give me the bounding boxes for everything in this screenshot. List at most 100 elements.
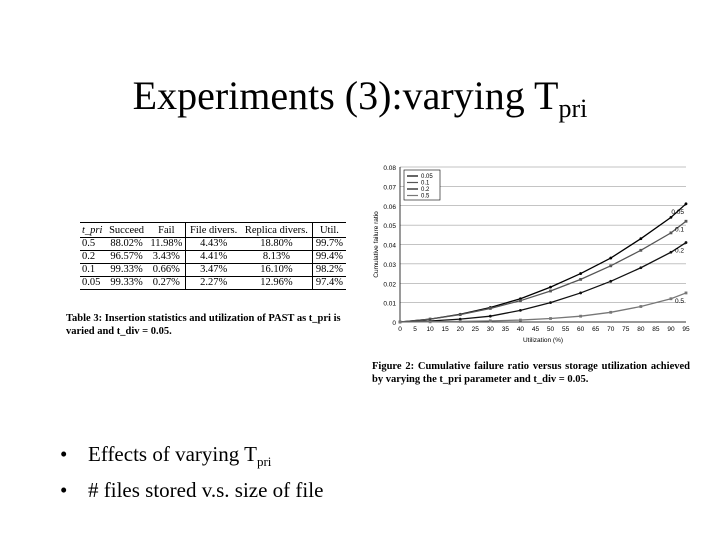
x-tick-label: 50	[547, 326, 555, 333]
x-tick-label: 75	[622, 326, 630, 333]
x-tick-label: 15	[442, 326, 450, 333]
table-row: 0.5 88.02% 11.98% 4.43% 18.80% 99.7%	[80, 237, 346, 251]
table-cell: 0.1	[80, 263, 106, 277]
table-header: Util.	[311, 222, 346, 238]
data-point	[458, 320, 462, 323]
data-point	[684, 219, 688, 223]
data-point	[458, 317, 462, 321]
table-header-row: t_pri Succeed Fail File divers. Replica …	[80, 222, 346, 238]
x-tick-label: 10	[426, 326, 434, 333]
bullet-item: # files stored v.s. size of file	[60, 476, 323, 512]
y-tick-label: 0.08	[383, 165, 396, 172]
table-cell: 8.13%	[240, 250, 313, 264]
data-point	[639, 237, 643, 241]
y-tick-label: 0.02	[383, 281, 396, 288]
bullet-subscript: pri	[256, 454, 272, 470]
series-end-label: 0.1	[675, 226, 684, 233]
figure-caption: Figure 2: Cumulative failure ratio versu…	[372, 360, 690, 386]
data-point	[549, 289, 552, 293]
series-line-0_2	[399, 242, 687, 323]
table-cell: 0.66%	[147, 263, 186, 277]
data-point	[579, 277, 583, 281]
data-point	[639, 248, 643, 252]
table-cell: 97.4%	[311, 276, 346, 290]
legend-entry: 0.5	[421, 194, 430, 200]
table-cell: 98.2%	[311, 263, 346, 277]
data-point	[549, 317, 552, 320]
bullet-text: Effects of varying T	[88, 442, 257, 466]
table-cell: 3.43%	[147, 250, 186, 264]
x-tick-label: 35	[502, 326, 510, 333]
x-tick-label: 80	[637, 326, 645, 333]
data-point	[488, 319, 492, 323]
table-cell: 12.96%	[240, 276, 313, 290]
data-point	[609, 264, 613, 268]
legend-entry: 0.2	[421, 187, 430, 193]
table-cell: 96.57%	[105, 250, 148, 264]
table-cell: 99.33%	[105, 276, 148, 290]
data-point	[579, 314, 583, 318]
series-end-label: 0.2	[675, 248, 684, 255]
table-cell: 16.10%	[240, 263, 313, 277]
slide-title-subscript: pri	[558, 94, 588, 123]
y-tick-label: 0.05	[383, 223, 396, 230]
data-point	[488, 307, 492, 310]
table-caption-text: Insertion statistics and utilization of …	[66, 313, 341, 337]
legend-entry: 0.05	[421, 174, 433, 180]
table-cell: 0.27%	[147, 276, 186, 290]
data-point	[669, 297, 673, 301]
data-point	[519, 299, 522, 303]
table-cell: 0.2	[80, 250, 106, 264]
table-caption: Table 3: Insertion statistics and utiliz…	[66, 312, 352, 338]
data-point	[579, 272, 583, 275]
table-cell: 3.47%	[185, 263, 241, 277]
data-point	[684, 291, 688, 295]
table-cell: 18.80%	[240, 237, 313, 251]
x-tick-label: 45	[532, 326, 540, 333]
insertion-stats-table: t_pri Succeed Fail File divers. Replica …	[80, 222, 346, 290]
table-header: Succeed	[105, 222, 148, 238]
table-cell: 2.27%	[185, 276, 241, 290]
x-tick-label: 0	[398, 326, 402, 333]
data-point	[669, 250, 673, 254]
bullet-list: Effects of varying Tpri # files stored v…	[60, 440, 323, 512]
data-point	[458, 313, 462, 317]
table-cell: 99.7%	[311, 237, 346, 251]
x-tick-label: 20	[457, 326, 465, 333]
slide-title: Experiments (3):varying Tpri	[0, 72, 720, 124]
x-tick-label: 25	[472, 326, 480, 333]
data-point	[684, 202, 688, 206]
table-caption-label: Table 3:	[66, 313, 103, 324]
x-tick-label: 95	[682, 326, 690, 333]
y-tick-label: 0	[392, 320, 396, 327]
data-point	[428, 320, 432, 324]
x-axis-label: Utilization (%)	[523, 337, 563, 344]
table-row: 0.1 99.33% 0.66% 3.47% 16.10% 98.2%	[80, 263, 346, 277]
data-point	[488, 314, 492, 318]
table-header: t_pri	[80, 222, 106, 238]
data-point	[669, 231, 673, 235]
y-tick-label: 0.06	[383, 204, 396, 211]
data-point	[639, 266, 643, 270]
data-point	[609, 256, 613, 260]
table-row: 0.05 99.33% 0.27% 2.27% 12.96% 97.4%	[80, 276, 346, 290]
data-point	[609, 279, 613, 283]
table-cell: 11.98%	[147, 237, 186, 251]
series-end-label: 0.05	[671, 209, 684, 216]
table-row: 0.2 96.57% 3.43% 4.41% 8.13% 99.4%	[80, 250, 346, 264]
x-tick-label: 60	[577, 326, 585, 333]
y-tick-label: 0.07	[383, 184, 396, 191]
data-point	[428, 317, 432, 321]
data-point	[549, 285, 552, 289]
table-cell: 88.02%	[105, 237, 148, 251]
bullet-item: Effects of varying Tpri	[60, 440, 323, 476]
table-header: File divers.	[185, 222, 241, 238]
x-tick-label: 5	[413, 326, 417, 333]
table-cell: 4.43%	[185, 237, 241, 251]
data-point	[669, 215, 673, 219]
table-header: Replica divers.	[240, 222, 313, 238]
x-tick-label: 65	[592, 326, 600, 333]
data-point	[398, 320, 402, 324]
figure-caption-label: Figure 2:	[372, 361, 415, 372]
table-cell: 0.05	[80, 276, 106, 290]
